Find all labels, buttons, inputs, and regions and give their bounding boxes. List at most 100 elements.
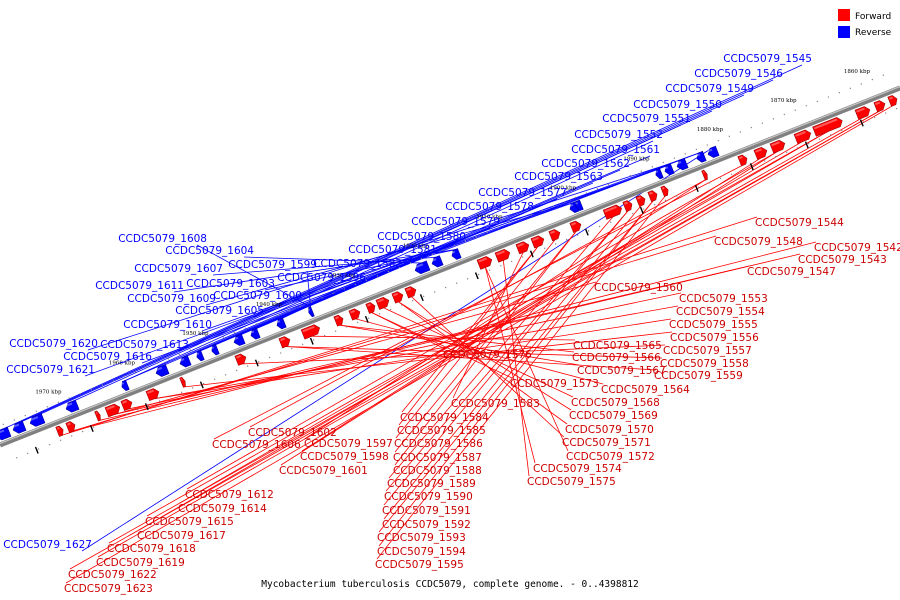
forward-gene-label[interactable]: CCDC5079_1583 — [451, 398, 540, 410]
forward-gene[interactable] — [873, 99, 887, 113]
reverse-gene-label[interactable]: CCDC5079_1545 — [723, 53, 812, 65]
forward-gene-label[interactable]: CCDC5079_1576 — [443, 349, 532, 361]
forward-gene[interactable] — [391, 290, 405, 304]
forward-gene-label[interactable]: CCDC5079_1612 — [185, 489, 274, 501]
reverse-gene[interactable] — [0, 426, 12, 441]
forward-gene[interactable] — [278, 335, 292, 349]
forward-gene[interactable] — [602, 203, 623, 220]
forward-gene[interactable] — [65, 420, 77, 433]
reverse-gene[interactable] — [654, 167, 664, 180]
reverse-gene-label[interactable]: CCDC5079_1563 — [514, 171, 603, 183]
forward-gene[interactable] — [793, 128, 813, 144]
reverse-gene-label[interactable]: CCDC5079_1611 — [95, 280, 184, 292]
forward-gene[interactable] — [55, 425, 65, 437]
reverse-gene[interactable] — [154, 363, 170, 378]
forward-gene-label[interactable]: CCDC5079_1601 — [279, 465, 368, 477]
reverse-gene[interactable] — [210, 344, 220, 356]
forward-gene[interactable] — [812, 116, 845, 137]
reverse-gene[interactable] — [450, 248, 462, 260]
forward-gene[interactable] — [365, 301, 377, 314]
forward-gene[interactable] — [476, 255, 494, 270]
reverse-gene-label[interactable]: CCDC5079_1580 — [377, 231, 466, 243]
forward-gene-label[interactable]: CCDC5079_1548 — [714, 236, 803, 248]
forward-gene[interactable] — [753, 146, 769, 160]
forward-gene-label[interactable]: CCDC5079_1622 — [68, 569, 157, 581]
forward-gene-label[interactable]: CCDC5079_1544 — [755, 217, 844, 229]
reverse-gene[interactable] — [195, 350, 205, 362]
forward-gene[interactable] — [375, 296, 391, 310]
reverse-gene-label[interactable]: CCDC5079_1561 — [571, 144, 660, 156]
forward-gene[interactable] — [701, 169, 709, 181]
forward-gene[interactable] — [548, 228, 562, 242]
reverse-gene[interactable] — [413, 260, 431, 275]
forward-gene-label[interactable]: CCDC5079_1591 — [382, 505, 471, 517]
forward-gene-label[interactable]: CCDC5079_1569 — [569, 410, 658, 422]
reverse-gene-label[interactable]: CCDC5079_1610 — [123, 319, 212, 331]
forward-gene-label[interactable]: CCDC5079_1567 — [577, 365, 666, 377]
forward-gene-label[interactable]: CCDC5079_1555 — [669, 319, 758, 331]
reverse-gene-label[interactable]: CCDC5079_1616 — [63, 351, 152, 363]
forward-gene-label[interactable]: CCDC5079_1575 — [527, 476, 616, 488]
forward-gene[interactable] — [234, 352, 248, 366]
reverse-gene[interactable] — [64, 399, 80, 414]
forward-gene[interactable] — [120, 398, 134, 411]
forward-gene-label[interactable]: CCDC5079_1572 — [566, 451, 655, 463]
forward-gene-label[interactable]: CCDC5079_1565 — [573, 340, 662, 352]
forward-gene-label[interactable]: CCDC5079_1574 — [533, 463, 622, 475]
forward-gene-label[interactable]: CCDC5079_1623 — [64, 583, 153, 595]
forward-gene-label[interactable]: CCDC5079_1588 — [393, 465, 482, 477]
forward-gene-label[interactable]: CCDC5079_1586 — [394, 438, 483, 450]
reverse-gene-label[interactable]: CCDC5079_1596 — [277, 272, 366, 284]
forward-gene-label[interactable]: CCDC5079_1560 — [594, 282, 683, 294]
reverse-gene-label[interactable]: CCDC5079_1582 — [313, 258, 402, 270]
forward-gene[interactable] — [94, 410, 102, 422]
reverse-gene-label[interactable]: CCDC5079_1620 — [9, 338, 98, 350]
forward-gene-label[interactable]: CCDC5079_1592 — [382, 519, 471, 531]
forward-gene-label[interactable]: CCDC5079_1618 — [107, 543, 196, 555]
forward-gene[interactable] — [622, 199, 634, 212]
reverse-gene[interactable] — [430, 255, 444, 269]
reverse-gene[interactable] — [249, 327, 261, 340]
reverse-gene[interactable] — [675, 158, 689, 171]
reverse-gene-label[interactable]: CCDC5079_1608 — [118, 233, 207, 245]
reverse-gene-label[interactable]: CCDC5079_1613 — [100, 339, 189, 351]
reverse-gene-label[interactable]: CCDC5079_1604 — [165, 245, 254, 257]
forward-gene-label[interactable]: CCDC5079_1557 — [663, 345, 752, 357]
forward-gene[interactable] — [104, 403, 122, 418]
reverse-gene[interactable] — [28, 413, 46, 428]
forward-gene-label[interactable]: CCDC5079_1590 — [384, 491, 473, 503]
forward-gene[interactable] — [494, 248, 512, 263]
forward-gene-label[interactable]: CCDC5079_1587 — [393, 452, 482, 464]
reverse-gene[interactable] — [11, 420, 27, 435]
reverse-gene-label[interactable]: CCDC5079_1562 — [541, 158, 630, 170]
forward-gene[interactable] — [179, 376, 187, 388]
forward-gene-label[interactable]: CCDC5079_1558 — [660, 358, 749, 370]
reverse-gene-label[interactable]: CCDC5079_1579 — [411, 216, 500, 228]
reverse-gene-label[interactable]: CCDC5079_1577 — [478, 187, 567, 199]
reverse-gene-label[interactable]: CCDC5079_1605 — [175, 305, 264, 317]
forward-gene-label[interactable]: CCDC5079_1573 — [510, 378, 599, 390]
forward-gene-label[interactable]: CCDC5079_1617 — [137, 530, 226, 542]
forward-gene-label[interactable]: CCDC5079_1554 — [676, 306, 765, 318]
forward-gene-label[interactable]: CCDC5079_1594 — [377, 546, 466, 558]
reverse-gene-label[interactable]: CCDC5079_1550 — [633, 99, 722, 111]
forward-gene[interactable] — [647, 189, 659, 202]
forward-gene[interactable] — [569, 220, 583, 233]
forward-gene-label[interactable]: CCDC5079_1597 — [304, 438, 393, 450]
forward-gene-label[interactable]: CCDC5079_1543 — [798, 254, 887, 266]
forward-gene[interactable] — [887, 94, 899, 107]
forward-gene-label[interactable]: CCDC5079_1570 — [565, 424, 654, 436]
forward-gene-label[interactable]: CCDC5079_1584 — [400, 412, 489, 424]
forward-gene-label[interactable]: CCDC5079_1553 — [679, 293, 768, 305]
forward-gene[interactable] — [660, 185, 670, 197]
reverse-gene[interactable] — [275, 317, 287, 330]
forward-gene[interactable] — [769, 139, 787, 154]
forward-gene-label[interactable]: CCDC5079_1615 — [145, 516, 234, 528]
forward-gene[interactable] — [635, 194, 647, 207]
forward-gene[interactable] — [854, 105, 872, 120]
reverse-gene-label[interactable]: CCDC5079_1607 — [134, 263, 223, 275]
forward-gene[interactable] — [737, 154, 749, 167]
forward-gene-label[interactable]: CCDC5079_1566 — [572, 352, 661, 364]
forward-gene[interactable] — [300, 323, 321, 340]
reverse-gene-label[interactable]: CCDC5079_1552 — [574, 129, 663, 141]
